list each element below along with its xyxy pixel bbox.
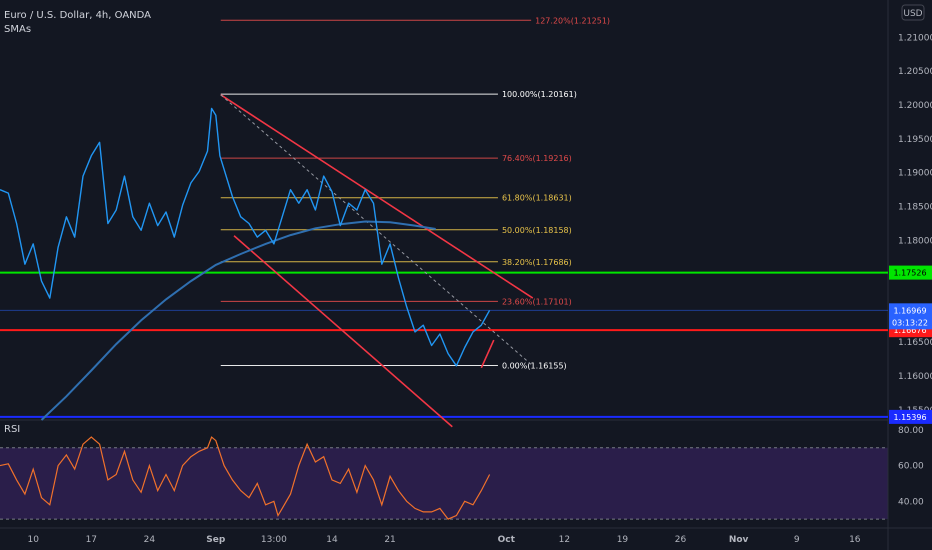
time-tick-label: 16 [849,535,861,545]
trend-channel[interactable] [220,94,534,428]
currency-badge[interactable] [901,4,925,21]
time-tick-label: 26 [675,535,687,545]
fib-level-label: 0.00%(1.16155) [502,361,567,370]
price-tick-label: 1.20000 [898,101,932,111]
price-tick-label: 1.16500 [898,338,932,348]
symbol-title[interactable]: Euro / U.S. Dollar, 4h, OANDA [4,10,151,21]
sma-layer [40,220,436,421]
time-tick-label: 10 [27,535,39,545]
price-tag-bg [889,409,932,424]
time-tick-label: 19 [617,535,629,545]
rsi-tick-label: 60.00 [898,462,924,472]
time-tick-label: 12 [559,535,570,545]
price-layer [0,107,491,367]
price-tick-label: 1.18500 [898,203,932,213]
time-axis[interactable]: 10 17 24 Sep 13:00 14 21 Oct 12 19 26 Nov 9 16 [27,535,860,545]
fib-level-label: 127.20%(1.21251) [535,16,610,25]
price-axis[interactable]: 1.21000 1.20500 1.20000 1.19500 1.19000 1.185… [898,33,932,416]
channel-upper-line [220,94,534,299]
rsi-line [0,436,491,520]
price-tag-bg [889,265,932,280]
fib-level-label: 23.60%(1.17101) [502,297,572,306]
last-price-tag-label: 1.16969 [893,306,926,315]
fib-level-label: 38.20%(1.17686) [502,258,572,267]
time-tick-label: Oct [498,535,516,545]
time-tick-label: 14 [326,535,338,545]
fib-level-label: 76.40%(1.19216) [502,154,572,163]
bar-countdown-label: 03:13:22 [892,318,928,327]
time-tick-label: Sep [206,535,226,545]
rsi-title: RSI [4,424,20,435]
price-tick-label: 1.18000 [898,236,932,246]
time-tick-label: 9 [794,535,800,545]
time-tick-label: 24 [144,535,156,545]
price-tick-label: 1.16000 [898,372,932,382]
rsi-axis[interactable]: 80.00 60.00 40.00 [898,426,924,507]
currency-label: USD [903,9,922,19]
price-tick-label: 1.19500 [898,135,932,145]
fib-level-label: 50.00%(1.18158) [502,226,572,235]
price-tag-label: 1.16676 [893,326,926,335]
channel-lower-line [233,235,453,428]
time-tick-label: Nov [729,535,749,545]
price-tick-label: 1.21000 [898,33,932,43]
price-tick-label: 1.20500 [898,67,932,77]
price-tags: 1.17526 1.16676 1.15396 1.16969 03:13:22 [889,265,932,424]
price-line [0,107,491,367]
price-tag-label: 1.15396 [893,413,926,422]
rsi-band [0,447,888,520]
fib-level-label: 100.00%(1.20161) [502,90,577,99]
price-tag-label: 1.17526 [893,269,926,278]
indicator-name[interactable]: SMAs [4,24,31,35]
time-tick-label: 21 [384,535,395,545]
time-tick-label: 17 [86,535,97,545]
last-price-tag-bg [889,303,932,330]
fib-level-label: 61.80%(1.18631) [502,194,572,203]
support-lines[interactable] [0,271,888,418]
rsi-tick-label: 80.00 [898,426,924,436]
rsi-tick-label: 40.00 [898,497,924,507]
fibonacci-retracement[interactable]: 127.20%(1.21251) 100.00%(1.20161) 76.40%(1… [220,16,610,370]
sma-line [40,220,436,421]
rsi-layer [0,436,888,520]
rebound-trendline [480,339,495,369]
time-tick-label: 13:00 [261,535,287,545]
price-tick-label: 1.19000 [898,169,932,179]
